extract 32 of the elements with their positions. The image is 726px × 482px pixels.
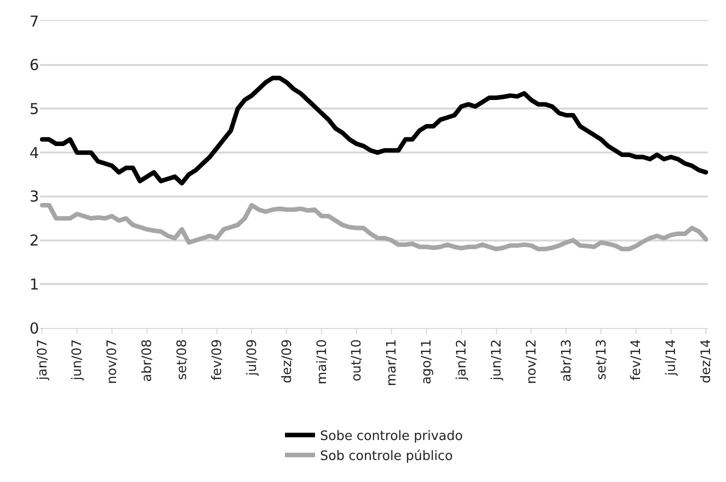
line-series — [40, 202, 708, 252]
x-tick-label: abr/13 — [559, 339, 574, 382]
x-tick-label: nov/12 — [524, 339, 540, 384]
x-tick-label: nov/07 — [105, 339, 120, 384]
x-tick-label: out/10 — [350, 339, 365, 382]
x-tick-label: jun/07 — [70, 339, 86, 382]
x-tick-label: jul/09 — [244, 339, 260, 377]
x-tick-label: jan/12 — [454, 339, 470, 381]
x-tick-label: abr/08 — [140, 339, 156, 382]
y-tick-label: 2 — [29, 232, 39, 250]
x-tick-label: ago/11 — [420, 339, 435, 384]
x-tick-label: jan/07 — [35, 339, 50, 381]
x-tick-label: fev/09 — [210, 339, 226, 380]
x-tick-label: mai/10 — [314, 339, 330, 384]
y-tick-label: 3 — [29, 188, 39, 206]
x-tick-label: jul/14 — [664, 339, 680, 377]
y-tick-label: 6 — [29, 56, 39, 74]
y-tick-label: 0 — [29, 319, 39, 338]
y-tick-label: 4 — [29, 144, 39, 162]
x-tick-label: fev/14 — [629, 339, 644, 380]
x-tick-label: set/13 — [594, 339, 610, 380]
x-tick-label: mar/11 — [384, 339, 400, 386]
x-tick-label: jun/12 — [490, 339, 505, 382]
line-series — [40, 76, 708, 186]
y-tick-label: 5 — [29, 100, 39, 118]
legend-label: Sob controle público — [320, 449, 453, 464]
x-tick-label: dez/09 — [280, 339, 295, 384]
x-tick-label: set/08 — [175, 339, 190, 380]
y-tick-label: 7 — [29, 12, 39, 30]
legend-label: Sobe controle privado — [320, 429, 463, 444]
x-tick-label: dez/14 — [699, 339, 714, 384]
y-tick-label: 1 — [29, 275, 39, 294]
